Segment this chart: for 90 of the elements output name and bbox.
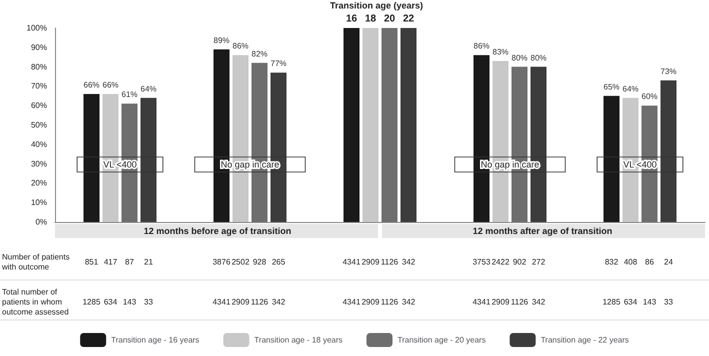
data-label: 77% (270, 59, 287, 68)
text: Transition age (years) (330, 0, 424, 10)
data-label: 60% (641, 92, 658, 102)
text: Total number of patients in whom outcome assessed (2, 288, 69, 316)
text: 4341 (342, 258, 361, 266)
data-label: 73% (660, 66, 677, 76)
y-tick-label: 50% (30, 120, 47, 130)
text: 1126 (380, 298, 399, 306)
text: 1285 (602, 298, 621, 306)
text: 2502 (232, 258, 250, 266)
text: 832 (604, 258, 619, 266)
bar (84, 94, 100, 222)
data-label: 89% (213, 36, 230, 45)
text: 342 (402, 258, 416, 266)
y-tick-label: 100% (26, 24, 47, 32)
y-tick-label: 80% (30, 62, 47, 72)
text: 16 (346, 14, 358, 24)
text: 928 (252, 258, 267, 266)
text: 408 (624, 258, 638, 266)
y-tick-label: 90% (30, 42, 47, 52)
text: 12 months after age of transition (472, 226, 612, 236)
y-tick-label: 70% (30, 82, 47, 91)
text: 2422 (492, 258, 510, 266)
data-label: 64% (140, 84, 157, 94)
text: 2909 (362, 258, 380, 266)
y-tick-label: 20% (30, 178, 47, 188)
text: 634 (104, 298, 118, 306)
text: 143 (122, 298, 137, 306)
y-tick-label: 10% (30, 198, 47, 208)
text: Number of patients with outcome (1, 252, 72, 272)
y-tick-label: 0% (35, 218, 47, 226)
text: 342 (402, 298, 416, 306)
data-label: 66% (83, 80, 100, 90)
data-label: 61% (121, 90, 138, 100)
bar (232, 55, 248, 222)
text: 143 (642, 298, 657, 306)
text: 22 (402, 14, 414, 24)
text: 24 (664, 258, 674, 266)
bar (102, 94, 118, 222)
text: 33 (664, 298, 674, 306)
data-label: 86% (473, 42, 490, 51)
y-tick-label: 60% (30, 101, 47, 110)
text: 86 (645, 258, 654, 266)
bar (362, 28, 378, 222)
data-label: 65% (603, 82, 620, 92)
data-label: 82% (251, 49, 268, 58)
text: 4341 (342, 298, 361, 306)
data-label: 80% (530, 53, 547, 62)
legend-label: Transition age - 18 years (254, 336, 343, 344)
bar (344, 28, 360, 222)
text: 342 (532, 298, 546, 306)
y-tick-label: 40% (30, 140, 47, 149)
text: 265 (272, 258, 286, 266)
legend-label: Transition age - 20 years (398, 336, 486, 344)
y-tick-label: 30% (30, 159, 47, 168)
text: 272 (532, 258, 546, 266)
text: 20 (384, 14, 396, 24)
text: 634 (624, 298, 638, 306)
text: 851 (84, 258, 99, 266)
text: 4341 (212, 298, 231, 306)
bar (492, 60, 508, 222)
text: 417 (104, 258, 118, 266)
text: 33 (144, 298, 154, 306)
text: 4341 (472, 298, 491, 306)
data-label: 86% (232, 42, 249, 51)
text: 1126 (510, 298, 529, 306)
text: 1126 (380, 258, 399, 266)
bar (382, 28, 398, 222)
text: 87 (125, 258, 134, 266)
legend-label: Transition age - 16 years (111, 336, 200, 344)
text: 342 (272, 298, 286, 306)
text: 18 (364, 14, 376, 24)
bar (622, 98, 638, 222)
bar (400, 28, 416, 222)
legend-label: Transition age - 22 years (540, 336, 629, 344)
data-label: 80% (511, 53, 528, 62)
text: 2909 (362, 298, 380, 306)
data-label: 66% (102, 80, 119, 90)
text: 21 (144, 258, 154, 266)
text: 1285 (82, 298, 101, 306)
text: 3753 (472, 258, 491, 266)
bar (604, 96, 620, 222)
text: 1126 (250, 298, 269, 306)
text: 3876 (212, 258, 231, 266)
data-label: 83% (492, 47, 509, 56)
text: 2909 (232, 298, 250, 306)
text: 902 (512, 258, 527, 266)
data-label: 64% (622, 84, 639, 94)
text: 2909 (492, 298, 510, 306)
text: 12 months before age of transition (144, 226, 292, 236)
